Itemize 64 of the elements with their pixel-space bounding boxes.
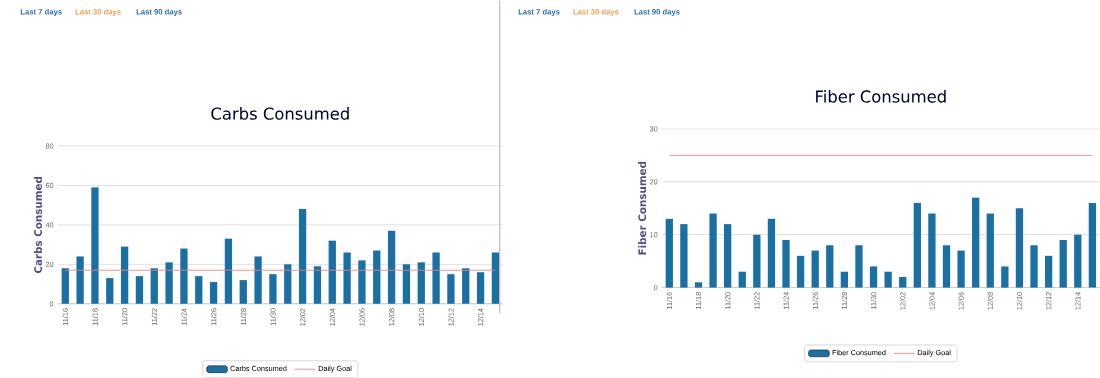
bar	[1074, 234, 1082, 288]
bar	[180, 248, 188, 304]
bar	[462, 268, 470, 304]
bar	[884, 271, 892, 288]
bar	[61, 268, 69, 304]
bar	[796, 255, 805, 288]
bar	[135, 276, 144, 304]
bar	[767, 218, 776, 288]
bar	[986, 213, 994, 288]
bar	[298, 209, 307, 304]
bar	[358, 260, 366, 304]
bar	[855, 245, 863, 288]
bar	[869, 266, 878, 288]
bar	[328, 240, 336, 304]
bar	[1059, 240, 1067, 288]
bar	[224, 238, 233, 304]
bar	[476, 272, 485, 304]
bar	[195, 276, 203, 304]
bar	[491, 252, 500, 304]
bar	[447, 274, 455, 304]
bar	[782, 240, 790, 288]
bar	[150, 268, 158, 304]
bar	[106, 278, 114, 304]
bar	[402, 264, 411, 304]
bar	[209, 282, 218, 304]
y-axis-title: Carbs Consumed	[33, 177, 42, 274]
bar	[120, 246, 129, 304]
bar	[665, 218, 673, 288]
bar	[1044, 255, 1053, 288]
bar	[1015, 208, 1024, 288]
bar	[373, 250, 381, 304]
bar	[840, 271, 849, 288]
bar	[417, 262, 425, 304]
bar	[826, 245, 834, 288]
bar	[694, 282, 703, 288]
chart-title: Fiber Consumed	[816, 90, 946, 103]
bar	[724, 224, 732, 288]
bar	[1001, 266, 1009, 288]
bar	[957, 250, 965, 288]
bar	[269, 274, 277, 304]
y-axis-title: Fiber Consumed	[638, 161, 647, 255]
bar	[928, 213, 936, 288]
bar	[899, 277, 907, 288]
bar	[76, 256, 84, 304]
bar	[738, 271, 746, 288]
bar	[811, 250, 819, 288]
chart-title: Carbs Consumed	[211, 107, 349, 120]
bar	[709, 213, 717, 288]
bar	[254, 256, 262, 304]
bar	[91, 187, 99, 304]
bar	[284, 264, 292, 304]
bar	[1088, 203, 1097, 288]
bar	[387, 230, 396, 304]
bar	[343, 252, 351, 304]
bar	[239, 280, 247, 304]
bar	[313, 266, 322, 304]
bar	[165, 262, 173, 304]
bar	[753, 234, 761, 288]
bar	[680, 224, 688, 288]
bar	[1030, 245, 1038, 288]
bar	[432, 252, 440, 304]
bar	[942, 245, 951, 288]
bar	[913, 203, 921, 288]
bar	[972, 197, 980, 288]
